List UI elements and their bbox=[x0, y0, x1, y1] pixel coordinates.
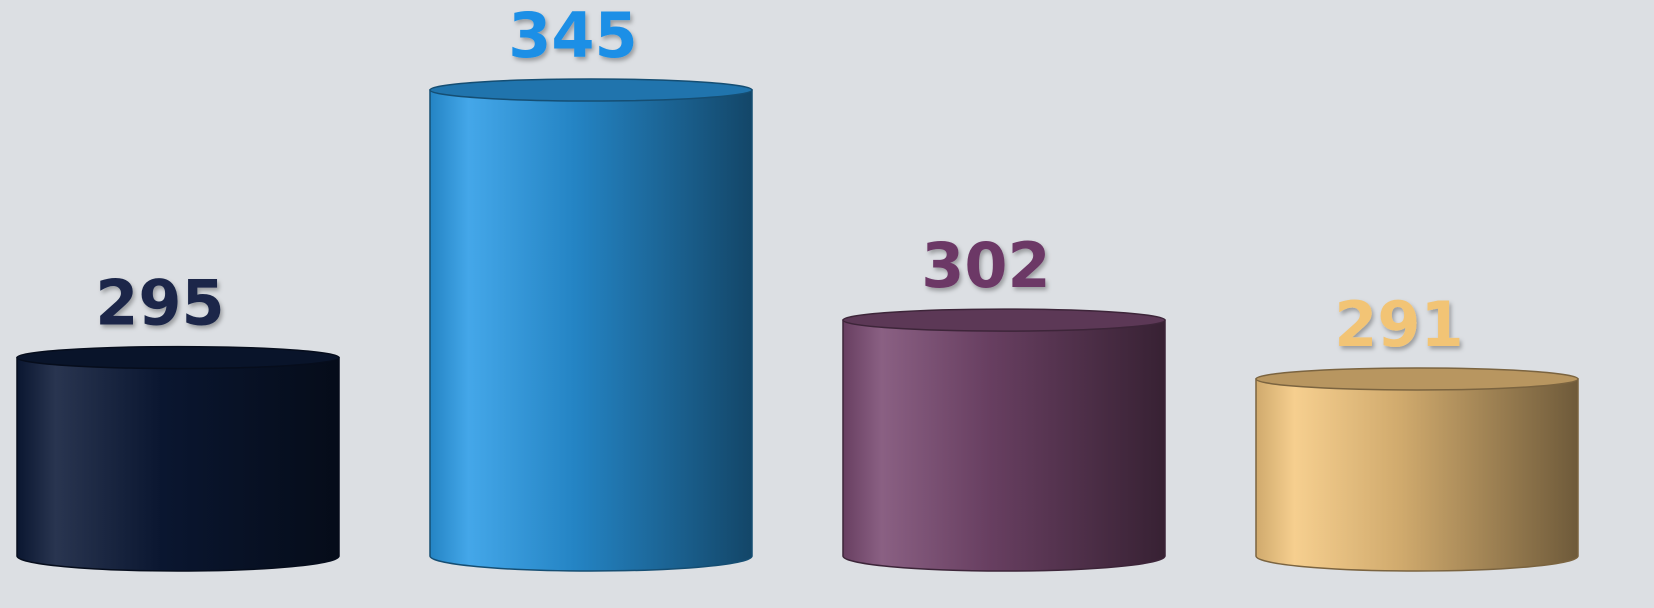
value-label: 291 bbox=[1334, 288, 1463, 361]
cylinder-top bbox=[842, 308, 1166, 332]
cylinder-top bbox=[1255, 367, 1579, 391]
value-label: 302 bbox=[921, 229, 1050, 302]
cylinder-body bbox=[1255, 378, 1579, 572]
cylinder-top bbox=[16, 345, 340, 370]
value-label: 345 bbox=[508, 0, 637, 72]
value-label: 295 bbox=[95, 267, 224, 340]
cylinder-body bbox=[429, 89, 753, 572]
cylinder-body bbox=[842, 319, 1166, 572]
cylinder-top bbox=[429, 78, 753, 102]
cylinder-body bbox=[16, 356, 340, 572]
